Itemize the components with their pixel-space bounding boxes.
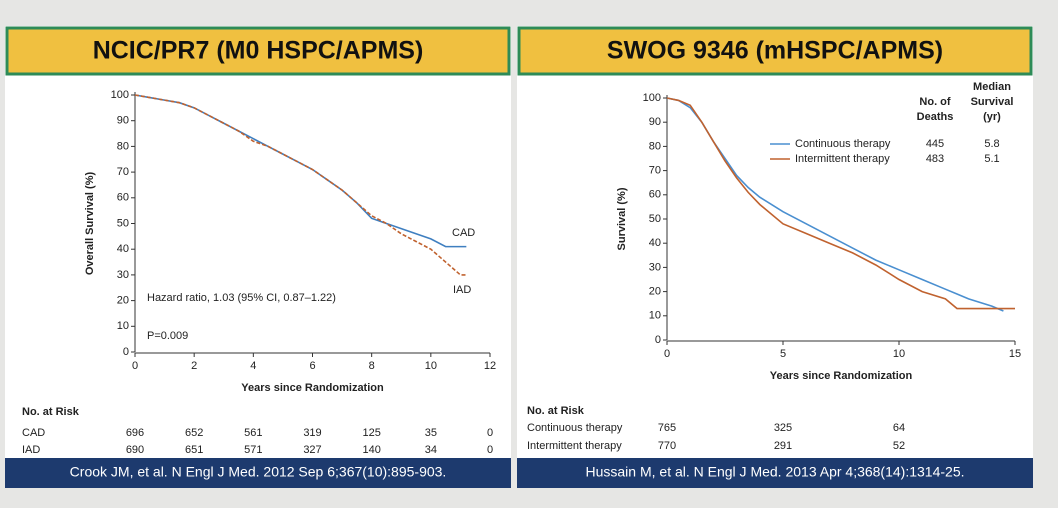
y-tick-label: 30 <box>117 269 129 281</box>
panel-left <box>5 26 511 488</box>
x-tick-label: 5 <box>780 348 786 360</box>
x-tick-label: 10 <box>893 348 905 360</box>
risk-row-label: Intermittent therapy <box>527 440 622 452</box>
y-tick-label: 50 <box>117 217 129 229</box>
survival-curve <box>666 97 1015 310</box>
survival-curve <box>134 94 467 276</box>
risk-value: 0 <box>487 444 493 456</box>
legend-median: 5.1 <box>984 153 999 165</box>
risk-value: 64 <box>893 422 905 434</box>
risk-value: 651 <box>185 444 203 456</box>
y-tick-label: 10 <box>117 320 129 332</box>
legend-label: Continuous therapy <box>795 138 891 150</box>
legend-median: 5.8 <box>984 138 999 150</box>
risk-value: 0 <box>487 427 493 439</box>
risk-value: 652 <box>185 427 203 439</box>
panel-title: NCIC/PR7 (M0 HSPC/APMS) <box>93 37 424 65</box>
risk-table-title: No. at Risk <box>527 405 585 417</box>
y-tick-label: 0 <box>123 346 129 358</box>
title-bar <box>517 26 1033 76</box>
risk-row-label: IAD <box>22 444 40 456</box>
panel-title: SWOG 9346 (mHSPC/APMS) <box>607 37 943 65</box>
series-label: CAD <box>452 227 475 239</box>
legend-header: Median <box>973 81 1011 93</box>
y-tick-label: 50 <box>649 213 661 225</box>
legend-deaths: 483 <box>926 153 944 165</box>
annotation: P=0.009 <box>147 330 188 342</box>
risk-value: 35 <box>425 427 437 439</box>
y-axis-label: Survival (%) <box>616 187 628 250</box>
legend-header: No. of <box>919 96 950 108</box>
x-tick-label: 0 <box>664 348 670 360</box>
risk-value: 561 <box>244 427 262 439</box>
y-tick-label: 30 <box>649 261 661 273</box>
risk-value: 765 <box>658 422 676 434</box>
risk-value: 291 <box>774 440 792 452</box>
panel-bg <box>517 26 1033 488</box>
legend-label: Intermittent therapy <box>795 153 890 165</box>
risk-value: 327 <box>303 444 321 456</box>
series-label: IAD <box>453 284 471 296</box>
x-tick-label: 2 <box>191 360 197 372</box>
risk-row-label: CAD <box>22 427 45 439</box>
y-tick-label: 40 <box>117 243 129 255</box>
y-tick-label: 100 <box>111 89 129 101</box>
y-tick-label: 80 <box>117 140 129 152</box>
risk-value: 690 <box>126 444 144 456</box>
y-tick-label: 20 <box>117 295 129 307</box>
x-tick-label: 10 <box>425 360 437 372</box>
y-tick-label: 0 <box>655 334 661 346</box>
y-tick-label: 90 <box>649 116 661 128</box>
x-tick-label: 12 <box>484 360 496 372</box>
risk-value: 770 <box>658 440 676 452</box>
risk-value: 319 <box>303 427 321 439</box>
y-tick-label: 60 <box>117 192 129 204</box>
y-tick-label: 80 <box>649 140 661 152</box>
risk-value: 325 <box>774 422 792 434</box>
risk-value: 571 <box>244 444 262 456</box>
y-tick-label: 100 <box>643 92 661 104</box>
x-tick-label: 15 <box>1009 348 1021 360</box>
x-tick-label: 6 <box>309 360 315 372</box>
x-tick-label: 8 <box>369 360 375 372</box>
legend-header: (yr) <box>983 111 1001 123</box>
x-axis-label: Years since Randomization <box>770 370 913 382</box>
x-tick-label: 0 <box>132 360 138 372</box>
title-bar <box>5 26 511 76</box>
citation: Crook JM, et al. N Engl J Med. 2012 Sep … <box>70 464 447 480</box>
y-tick-label: 70 <box>117 166 129 178</box>
y-tick-label: 90 <box>117 115 129 127</box>
y-tick-label: 10 <box>649 310 661 322</box>
citation-bar <box>517 458 1033 488</box>
y-axis-label: Overall Survival (%) <box>84 172 96 276</box>
panel-right <box>517 26 1033 488</box>
y-tick-label: 60 <box>649 189 661 201</box>
risk-value: 34 <box>425 444 437 456</box>
risk-value: 52 <box>893 440 905 452</box>
x-tick-label: 4 <box>250 360 256 372</box>
legend-header: Survival <box>971 96 1014 108</box>
annotation: Hazard ratio, 1.03 (95% CI, 0.87–1.22) <box>147 292 336 304</box>
legend-header: Deaths <box>917 111 954 123</box>
x-axis-label: Years since Randomization <box>241 382 384 394</box>
citation-bar <box>5 458 511 488</box>
risk-value: 125 <box>362 427 380 439</box>
panel-bg <box>5 26 511 488</box>
risk-value: 140 <box>362 444 380 456</box>
risk-row-label: Continuous therapy <box>527 422 623 434</box>
y-tick-label: 40 <box>649 237 661 249</box>
citation: Hussain M, et al. N Engl J Med. 2013 Apr… <box>586 464 965 480</box>
y-tick-label: 70 <box>649 165 661 177</box>
risk-value: 696 <box>126 427 144 439</box>
risk-table-title: No. at Risk <box>22 406 80 418</box>
y-tick-label: 20 <box>649 286 661 298</box>
legend-deaths: 445 <box>926 138 944 150</box>
